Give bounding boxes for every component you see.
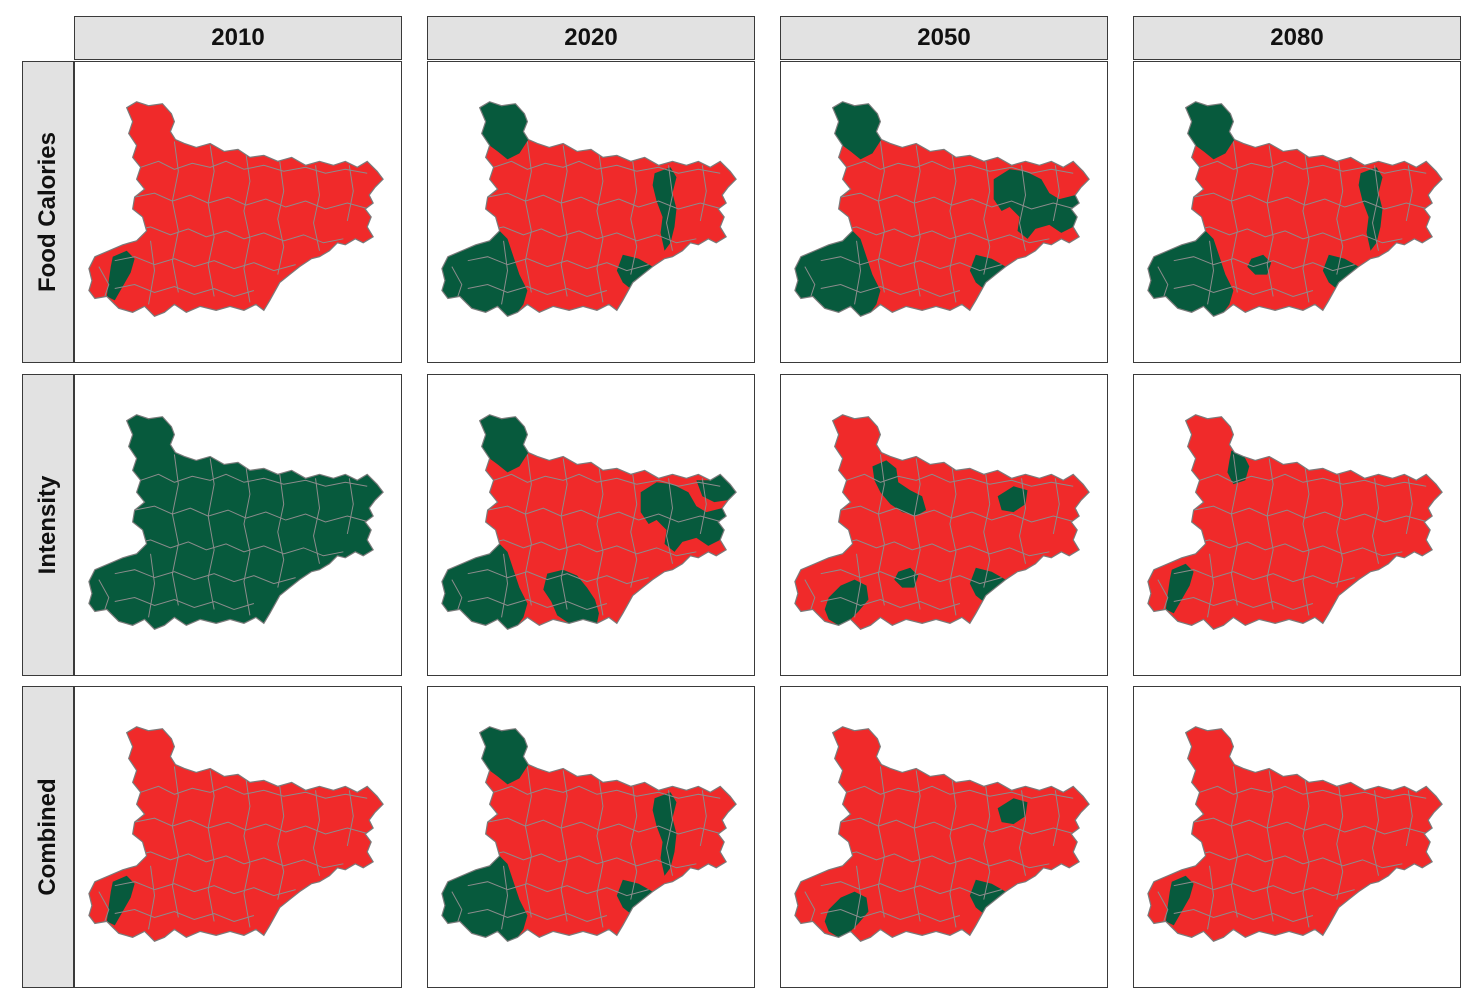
district-boundaries [451,454,723,618]
green-region-north-center-spot [1227,450,1250,485]
map-panel-intensity-2080 [1133,374,1461,676]
green-region-south-west [824,579,869,626]
state-map [1147,414,1443,631]
green-region-south-west-pocket [106,250,135,301]
green-region-east-center [997,486,1028,513]
state-outline [88,414,384,631]
green-region-south-west-pocket [106,875,135,926]
green-region-west [441,855,528,942]
green-region-north-west-tip [832,101,882,160]
map-panel-combined-2020 [427,686,755,988]
state-outline [441,101,737,318]
state-map [794,101,1090,318]
green-region-north-west-tip [479,101,529,160]
green-region-west [441,543,528,630]
district-boundaries [804,454,1076,618]
map-panel-food-calories-2020 [427,61,755,363]
state-outline [794,726,1090,943]
column-header-2010: 2010 [74,16,402,60]
state-outline [794,414,1090,631]
column-header-2020: 2020 [427,16,755,60]
green-region-north-west-tip [1185,101,1235,160]
green-region-east-center [997,798,1028,825]
row-header-food-calories: Food Calories [22,61,74,363]
state-outline [88,101,384,318]
state-outline [1147,726,1443,943]
green-region-north-west-tip [479,726,529,785]
district-boundaries [451,141,723,305]
district-boundaries [98,766,370,930]
state-outline [441,414,737,631]
district-boundaries [451,766,723,930]
green-region-south-west-pocket [1165,875,1194,926]
state-map [88,101,384,318]
district-boundaries [98,141,370,305]
state-map [88,414,384,631]
state-map [441,414,737,631]
column-header-2080: 2080 [1133,16,1461,60]
green-region-east-center-strip [652,167,677,251]
row-header-combined: Combined [22,686,74,988]
green-region-west [794,230,881,317]
district-boundaries [1157,141,1429,305]
state-map [1147,726,1443,943]
green-region-south-west-pocket [1165,563,1194,614]
state-outline [1147,101,1443,318]
map-panel-combined-2010 [74,686,402,988]
column-header-2050: 2050 [780,16,1108,60]
row-header-label: Intensity [34,475,61,575]
green-region-east-center-strip [1358,167,1383,251]
district-boundaries [1157,454,1429,618]
map-panel-food-calories-2080 [1133,61,1461,363]
state-map [794,726,1090,943]
map-panel-intensity-2020 [427,374,755,676]
state-outline [1147,414,1443,631]
map-panel-food-calories-2010 [74,61,402,363]
district-boundaries [804,141,1076,305]
row-header-intensity: Intensity [22,374,74,676]
map-panel-intensity-2010 [74,374,402,676]
district-boundaries [98,454,370,618]
green-region-west [441,230,528,317]
state-map [1147,101,1443,318]
row-header-label: Food Calories [34,131,61,293]
green-region-east [993,169,1080,239]
state-map [88,726,384,943]
green-region-south-west [824,891,869,938]
green-region-east [640,482,727,552]
map-panel-intensity-2050 [780,374,1108,676]
state-outline [441,726,737,943]
district-boundaries [1157,766,1429,930]
green-region-north-west-tip [479,414,529,473]
green-region-south [543,569,599,624]
green-region-north-east [696,474,737,503]
district-boundaries [804,766,1076,930]
state-map [794,414,1090,631]
row-header-label: Combined [34,778,61,896]
map-panel-food-calories-2050 [780,61,1108,363]
green-region-east-center-strip [652,792,677,876]
green-region-west [1147,230,1234,317]
map-panel-combined-2050 [780,686,1108,988]
state-outline [88,726,384,943]
state-map [441,101,737,318]
map-panel-combined-2080 [1133,686,1461,988]
state-outline [794,101,1090,318]
green-region-north-center [872,460,927,517]
state-map [441,726,737,943]
